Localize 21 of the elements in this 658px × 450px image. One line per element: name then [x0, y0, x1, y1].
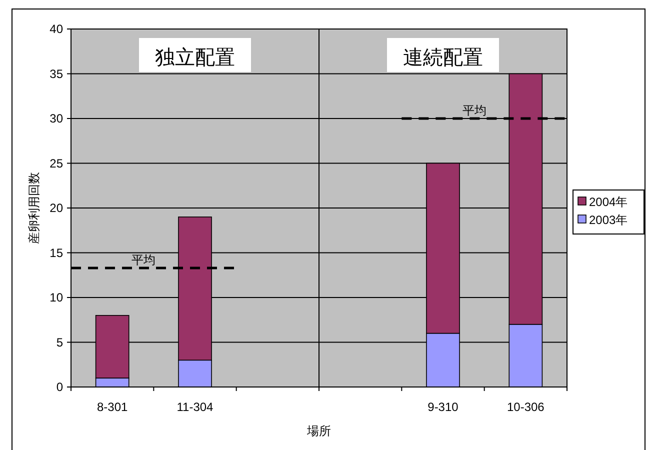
y-tick-label: 25: [50, 156, 64, 170]
ref-line-label: 平均: [462, 104, 486, 118]
y-tick-label: 10: [50, 290, 64, 304]
y-tick-label: 35: [50, 66, 64, 81]
ref-line-label: 平均: [132, 252, 156, 267]
x-axis-title: 場所: [306, 424, 331, 438]
y-tick-label: 40: [50, 22, 64, 36]
y-tick-label: 15: [50, 246, 64, 260]
x-tick-label: 9-310: [428, 400, 459, 414]
legend-label: 2004年: [589, 195, 628, 209]
annotation: 独立配置: [155, 47, 235, 69]
x-tick-label: 11-304: [176, 400, 214, 414]
legend-label: 2003年: [589, 213, 628, 227]
x-tick-label: 8-301: [96, 400, 128, 414]
y-tick-label: 0: [56, 380, 64, 394]
annotation: 連続配置: [403, 47, 483, 69]
y-axis-title: 産卵利用回数: [27, 172, 41, 244]
y-tick-label: 5: [56, 335, 64, 350]
y-tick-label: 20: [50, 201, 64, 215]
x-tick-label: 10-306: [506, 400, 545, 414]
y-tick-label: 30: [50, 112, 64, 126]
